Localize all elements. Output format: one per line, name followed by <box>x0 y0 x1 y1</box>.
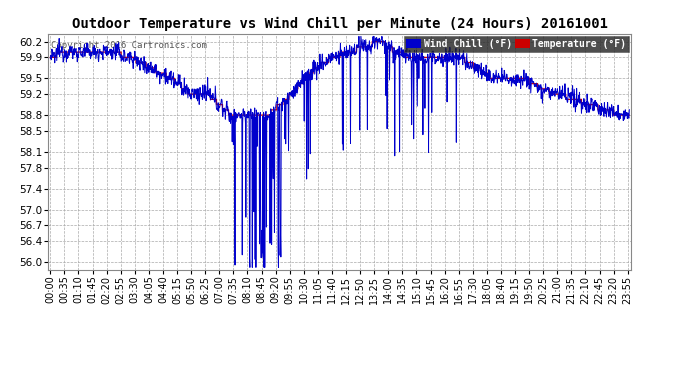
Text: Copyright 2016 Cartronics.com: Copyright 2016 Cartronics.com <box>51 41 207 50</box>
Title: Outdoor Temperature vs Wind Chill per Minute (24 Hours) 20161001: Outdoor Temperature vs Wind Chill per Mi… <box>72 17 608 31</box>
Legend: Wind Chill (°F), Temperature (°F): Wind Chill (°F), Temperature (°F) <box>404 36 629 51</box>
